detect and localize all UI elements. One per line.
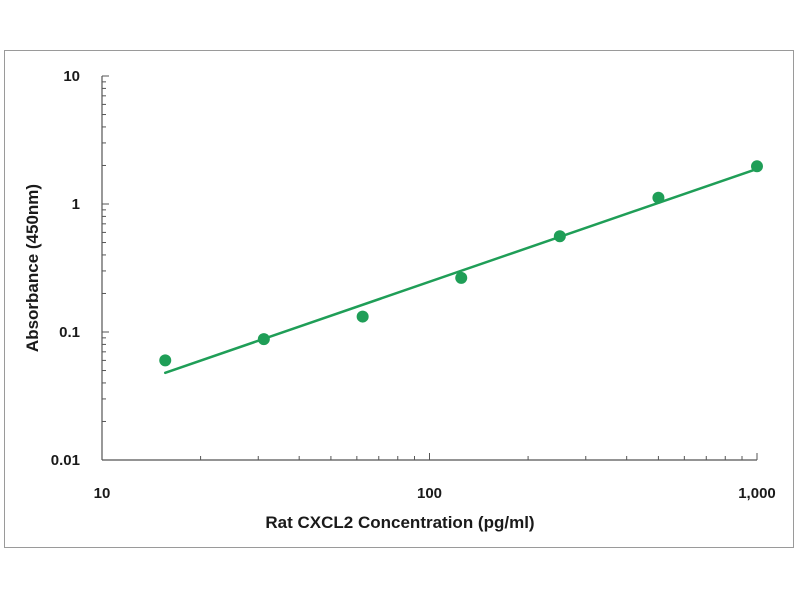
data-point — [652, 191, 665, 204]
axes — [101, 76, 757, 461]
data-point — [356, 310, 369, 323]
y-axis-title: Absorbance (450nm) — [23, 184, 42, 352]
data-points — [159, 160, 763, 367]
data-point — [751, 160, 763, 173]
chart-frame — [4, 50, 794, 548]
y-tick-label: 10 — [63, 68, 80, 85]
data-point — [553, 230, 566, 243]
x-tick-label: 10 — [94, 485, 111, 502]
y-tick-label: 0.1 — [59, 324, 80, 341]
fit-line — [163, 167, 759, 375]
ticks: 10 1 0.1 0.01 10 100 1,000 — [51, 68, 776, 502]
data-point — [159, 354, 172, 367]
y-tick-label: 1 — [72, 196, 80, 213]
fit-line-group — [163, 167, 759, 375]
data-point — [455, 271, 468, 284]
x-axis-title: Rat CXCL2 Concentration (pg/ml) — [265, 513, 534, 532]
x-tick-label: 100 — [417, 485, 442, 502]
x-tick-label: 1,000 — [738, 485, 776, 502]
y-tick-label: 0.01 — [51, 452, 80, 469]
data-point — [257, 333, 270, 346]
